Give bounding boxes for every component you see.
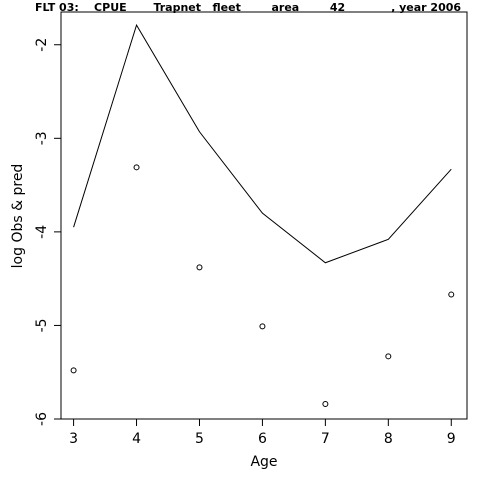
observed-point (448, 291, 455, 298)
series-layer (70, 23, 455, 408)
observed-point (385, 353, 392, 360)
x-axis-title: Age (250, 454, 277, 470)
y-tick-label: -6 (34, 412, 50, 426)
x-tick-label: 7 (321, 431, 330, 447)
x-tick-label: 6 (258, 431, 267, 447)
x-tick-label: 8 (384, 431, 393, 447)
observed-point (70, 367, 77, 374)
x-tick-label: 9 (447, 431, 456, 447)
y-tick-label: -4 (34, 225, 50, 239)
x-tick-label: 4 (132, 431, 141, 447)
y-tick-label: -3 (34, 131, 50, 145)
y-tick-label: -5 (34, 318, 50, 332)
x-axis: 3 4 5 6 7 8 9 (69, 419, 456, 447)
predicted-line (73, 23, 452, 264)
observed-point (196, 264, 203, 271)
chart-title: FLT 03: CPUE Trapnet fleet area 42 , yea… (35, 1, 461, 14)
observed-point (133, 164, 140, 171)
x-tick-label: 3 (69, 431, 78, 447)
y-axis: -2 -3 -4 -5 -6 (34, 38, 61, 426)
observed-point (259, 323, 266, 330)
y-axis-title: log Obs & pred (10, 164, 26, 269)
plot-frame (60, 11, 468, 420)
y-tick-label: -2 (34, 38, 50, 52)
x-tick-label: 5 (195, 431, 204, 447)
observed-point (322, 401, 329, 408)
